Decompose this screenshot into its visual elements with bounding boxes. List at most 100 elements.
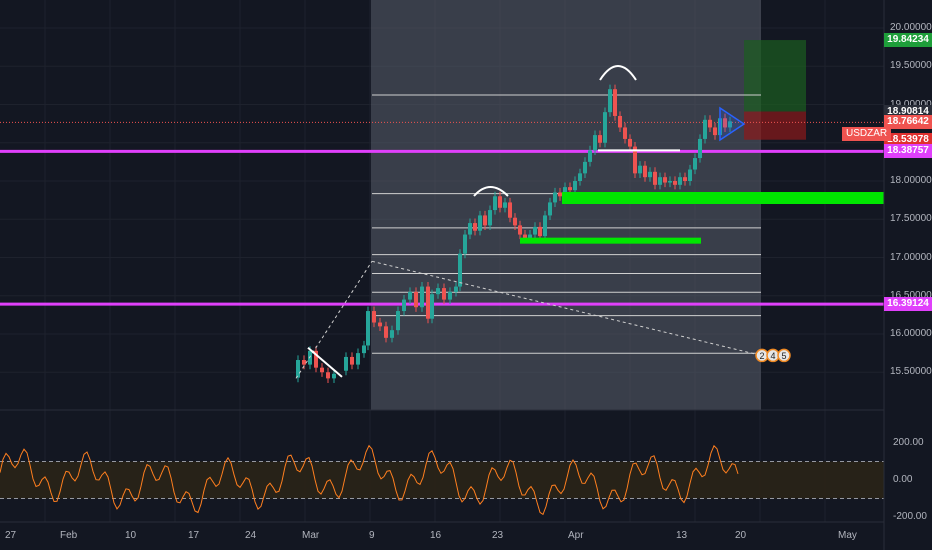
candle-body	[713, 127, 717, 136]
date-range-highlight	[371, 0, 761, 410]
candle-body	[648, 171, 652, 178]
price-axis-label: 20.00000	[890, 22, 932, 33]
time-axis-label: Apr	[568, 530, 584, 541]
time-axis-label: 13	[676, 530, 688, 541]
time-axis-label: 10	[125, 530, 137, 541]
candle-body	[513, 217, 517, 226]
candle-body	[430, 294, 434, 319]
price-axis-label: 15.50000	[890, 366, 932, 378]
candle-body	[623, 127, 627, 139]
candle-body	[350, 356, 354, 365]
candle-body	[396, 311, 400, 331]
event-badge-label: 4	[770, 351, 775, 361]
candle-body	[390, 330, 394, 338]
candle-body	[628, 138, 632, 147]
candle-body	[688, 169, 692, 181]
fib-trend-connector[interactable]	[295, 261, 373, 379]
candle-body	[302, 360, 306, 365]
time-axis-label: 27	[5, 530, 17, 541]
price-tag: 18.53978	[884, 132, 932, 147]
oscillator-axis-label: -200.00	[893, 511, 927, 522]
candle-body	[314, 350, 318, 368]
candle-body	[708, 119, 712, 128]
price-axis-label: 19.50000	[890, 60, 932, 72]
oscillator-line	[0, 444, 739, 516]
candle-body	[362, 345, 366, 354]
candle-body	[426, 286, 430, 319]
candle-body	[468, 223, 472, 235]
candle-body	[728, 121, 732, 128]
candle-body	[603, 112, 607, 143]
candle-body	[332, 373, 336, 379]
price-axis-label: 17.50000	[890, 213, 932, 225]
candle-body	[356, 353, 360, 365]
candle-body	[663, 177, 667, 183]
head-arc-left[interactable]	[473, 186, 509, 197]
time-axis-label: Mar	[302, 530, 320, 541]
triangle-pattern[interactable]	[719, 106, 746, 142]
price-tag: 18.76642	[884, 115, 932, 130]
candle-body	[518, 225, 522, 235]
candle-body	[723, 118, 727, 128]
candle-body	[673, 181, 677, 185]
event-badge-label: 2	[759, 351, 764, 361]
candle-body	[683, 177, 687, 181]
price-tag: 18.90814	[884, 104, 932, 119]
long-position-tool[interactable]	[0, 40, 884, 140]
candle-body	[543, 215, 547, 237]
profit-zone	[744, 40, 806, 112]
candle-body	[608, 89, 612, 113]
horizontal-lines[interactable]	[0, 149, 884, 306]
green-support-line[interactable]	[520, 237, 701, 244]
candle-body	[442, 288, 446, 300]
chart-drawings[interactable]	[295, 65, 884, 379]
candle-body	[573, 181, 577, 191]
candle-body	[593, 135, 597, 151]
loss-zone	[744, 111, 806, 140]
green-support-zone[interactable]	[562, 192, 884, 205]
candle-body	[588, 150, 592, 162]
time-axis-label: 16	[430, 530, 442, 541]
candle-body	[384, 326, 388, 338]
price-tag: 16.39124	[884, 297, 932, 312]
candle-body	[366, 311, 370, 346]
candle-body	[344, 356, 348, 371]
candle-body	[493, 196, 497, 211]
candle-body	[698, 138, 702, 159]
oscillator-axis-label: 200.00	[893, 437, 924, 448]
candle-body	[503, 202, 507, 208]
candle-body	[528, 234, 532, 239]
candle-body	[414, 291, 418, 308]
candle-body	[463, 234, 467, 254]
candle-body	[326, 372, 330, 379]
candle-body	[678, 177, 682, 185]
candle-body	[296, 360, 300, 378]
candle-body	[578, 173, 582, 181]
candle-body	[633, 146, 637, 174]
event-badge[interactable]	[777, 348, 791, 363]
candle-body	[598, 135, 602, 143]
event-badge-label: 5	[781, 351, 786, 361]
trendline-dashed[interactable]	[371, 260, 762, 356]
candle-body	[533, 226, 537, 235]
symbol-tag: USDZAR	[842, 127, 892, 141]
price-axis-label: 16.50000	[890, 289, 932, 301]
head-arc-right[interactable]	[599, 65, 637, 81]
time-axis-label: 9	[369, 530, 375, 541]
candle-body	[668, 181, 672, 183]
candle-body	[558, 192, 562, 197]
candle-body	[320, 367, 324, 373]
candle-body	[538, 226, 542, 237]
candle-body	[402, 299, 406, 312]
candle-body	[372, 311, 376, 323]
time-axis-label: 17	[188, 530, 200, 541]
candle-body	[613, 89, 617, 116]
time-axis-label: 20	[735, 530, 747, 541]
candle-body	[563, 187, 567, 197]
down-trend-line[interactable]	[307, 347, 343, 378]
candle-body	[658, 177, 662, 185]
candle-body	[378, 322, 382, 327]
candle-body	[498, 196, 502, 208]
